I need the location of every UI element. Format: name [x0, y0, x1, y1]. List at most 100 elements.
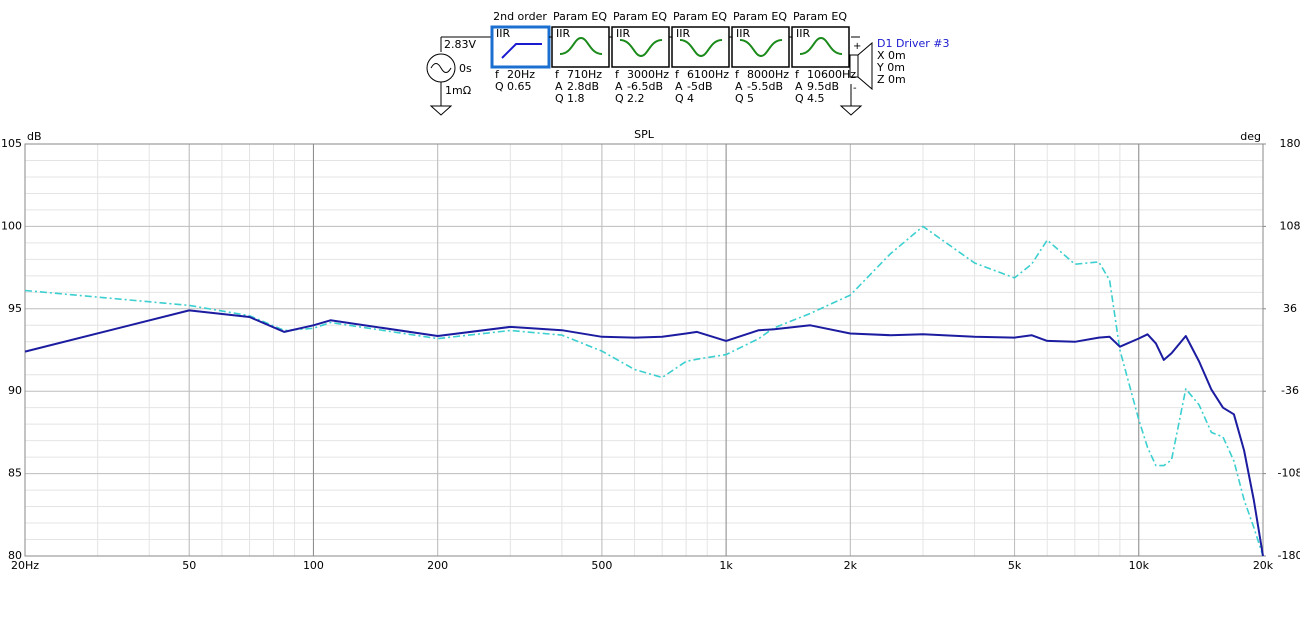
x-tick-label: 1k	[719, 559, 733, 572]
y-tick-label: 100	[1, 219, 22, 232]
filter-title: Param EQ	[673, 10, 727, 23]
param-value: 20Hz	[507, 68, 535, 81]
param-value: 3000Hz	[627, 68, 669, 81]
filter-block[interactable]	[490, 25, 551, 69]
x-tick-label: 5k	[1008, 559, 1022, 572]
x-tick-label: 500	[591, 559, 612, 572]
y-tick-label: 95	[8, 302, 22, 315]
ground	[429, 105, 453, 116]
voltage: 2.83V	[444, 38, 476, 51]
param-value: -6.5dB	[627, 80, 663, 93]
y2-axis-label: deg	[1240, 130, 1261, 143]
sine-icon	[430, 63, 452, 73]
filter-block[interactable]	[611, 26, 670, 68]
filter-block[interactable]	[551, 26, 610, 68]
y-tick-label: 80	[8, 549, 22, 562]
filter-block[interactable]	[731, 26, 790, 68]
param-value: 4.5	[807, 92, 825, 105]
y-tick-label: 90	[8, 384, 22, 397]
param-value: 1.8	[567, 92, 585, 105]
param-value: 2.2	[627, 92, 645, 105]
param-value: 5	[747, 92, 754, 105]
filter-title: Param EQ	[613, 10, 667, 23]
param-name: Q	[555, 92, 564, 105]
filter-kind: IIR	[736, 27, 750, 40]
plot-frame	[24, 143, 1264, 557]
filter-block[interactable]	[791, 26, 850, 68]
param-value: 710Hz	[567, 68, 602, 81]
filter-kind: IIR	[676, 27, 690, 40]
param-value: 0.65	[507, 80, 532, 93]
filter-title: 2nd order	[493, 10, 547, 23]
param-name: f	[615, 68, 620, 81]
param-name: Q	[615, 92, 624, 105]
filter-icon	[679, 39, 723, 58]
driver-name: D1 Driver #3	[877, 37, 950, 50]
delay: 0s	[459, 62, 472, 75]
param-value: 2.8dB	[567, 80, 599, 93]
ground	[839, 105, 863, 116]
filter-icon	[799, 36, 843, 55]
param-name: Q	[735, 92, 744, 105]
y2-tick-label: 36	[1283, 302, 1297, 315]
y-axis-label: dB	[27, 130, 42, 143]
filter-icon	[559, 36, 603, 55]
param-name: f	[795, 68, 800, 81]
filter-title: Param EQ	[793, 10, 847, 23]
param-name: f	[735, 68, 740, 81]
filter-title: Param EQ	[553, 10, 607, 23]
speaker-cone	[857, 41, 873, 91]
param-name: A	[555, 80, 563, 93]
filter-kind: IIR	[556, 27, 570, 40]
param-name: A	[675, 80, 683, 93]
speaker-symbol	[849, 54, 859, 78]
param-value: 9.5dB	[807, 80, 839, 93]
y2-tick-label: -180	[1278, 549, 1300, 562]
param-name: f	[675, 68, 680, 81]
param-name: f	[495, 68, 500, 81]
filter-icon	[739, 39, 783, 58]
plus: +	[853, 41, 861, 52]
param-name: A	[735, 80, 743, 93]
param-value: -5dB	[687, 80, 713, 93]
filter-kind: IIR	[496, 27, 510, 40]
param-value: -5.5dB	[747, 80, 783, 93]
x-tick-label: 50	[182, 559, 196, 572]
param-name: A	[615, 80, 623, 93]
driver-z: Z 0m	[877, 73, 906, 86]
series-line	[24, 309, 1264, 557]
y2-tick-label: -108	[1278, 467, 1300, 480]
impedance: 1mΩ	[445, 84, 471, 97]
filter-icon	[619, 39, 663, 58]
y2-tick-label: -36	[1281, 384, 1299, 397]
param-value: 6100Hz	[687, 68, 729, 81]
x-tick-label: 200	[427, 559, 448, 572]
param-name: Q	[495, 80, 504, 93]
y-tick-label: 85	[8, 467, 22, 480]
y2-tick-label: 180	[1280, 137, 1300, 150]
filter-title: Param EQ	[733, 10, 787, 23]
x-tick-label: 10k	[1129, 559, 1150, 572]
y-tick-label: 105	[1, 137, 22, 150]
filter-block[interactable]	[671, 26, 730, 68]
param-name: Q	[795, 92, 804, 105]
param-value: 4	[687, 92, 694, 105]
chart-title: SPL	[634, 128, 655, 141]
generator	[426, 36, 873, 116]
driver-x: X 0m	[877, 49, 906, 62]
x-tick-label: 100	[303, 559, 324, 572]
filter-kind: IIR	[616, 27, 630, 40]
param-name: Q	[675, 92, 684, 105]
x-tick-label: 20Hz	[11, 559, 39, 572]
minus: -	[853, 83, 857, 94]
driver-y: Y 0m	[876, 61, 905, 74]
x-tick-label: 20k	[1253, 559, 1274, 572]
filter-kind: IIR	[796, 27, 810, 40]
x-tick-label: 2k	[844, 559, 858, 572]
param-value: 10600Hz	[807, 68, 856, 81]
param-name: A	[795, 80, 803, 93]
series-line	[24, 225, 1264, 557]
filter-icon	[501, 43, 542, 59]
param-name: f	[555, 68, 560, 81]
